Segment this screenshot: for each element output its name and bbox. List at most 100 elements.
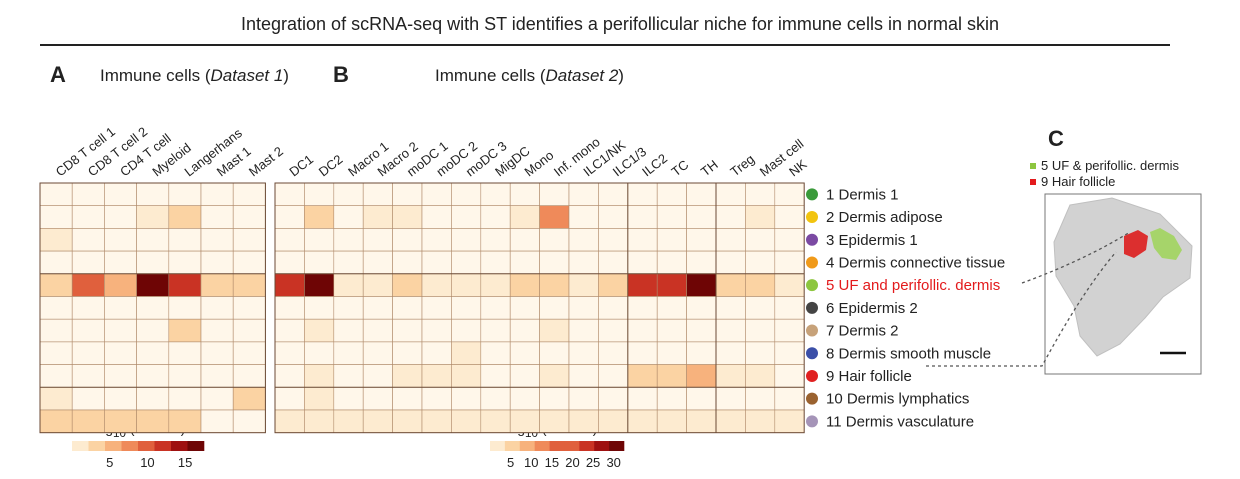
heatmap-a-cell [71, 250, 105, 275]
heatmap-b-cell [333, 296, 364, 320]
hair-follicle-region [1124, 230, 1148, 258]
heatmap-a-cell [200, 318, 234, 343]
heatmap-b-cell [362, 182, 393, 207]
heatmap-b-cell [686, 273, 717, 297]
heatmap-b-cell [568, 228, 599, 252]
spatial-legend-label-1: 5 UF & perifollic. dermis [1041, 158, 1179, 173]
colorbar-a-swatch [88, 441, 106, 451]
row-dot-3 [806, 233, 818, 246]
heatmap-b-cell [304, 296, 335, 320]
heatmap-b-cell [362, 318, 393, 343]
row-label-5: 5 UF and perifollic. dermis [826, 277, 1000, 294]
row-dot-4 [806, 256, 818, 269]
heatmap-b-cell [568, 250, 599, 275]
colorbar-a-swatch [154, 441, 172, 451]
heatmap-b-cell [774, 273, 805, 297]
heatmap-b-cell [480, 205, 511, 229]
row-label-7: 7 Dermis 2 [826, 323, 899, 340]
heatmap-b-cell [362, 250, 393, 275]
heatmap-a-cell [71, 205, 105, 229]
row-label-9: 9 Hair follicle [826, 368, 912, 385]
heatmap-b-cell [304, 182, 335, 207]
heatmap-b-cell [598, 205, 629, 229]
heatmap-b-cell [304, 228, 335, 252]
colorbar-b-tick-20: 20 [565, 455, 579, 470]
heatmap-a-cell [168, 296, 202, 320]
heatmap-b-cell [745, 318, 776, 343]
heatmap-b-cell [304, 386, 335, 411]
heatmap-b-cell [686, 205, 717, 229]
heatmap-b-cell [421, 273, 452, 297]
heatmap-b-cell [686, 296, 717, 320]
heatmap-b-cell [686, 364, 717, 388]
heatmap-b-cell [333, 182, 364, 207]
heatmap-b-cell [745, 386, 776, 411]
heatmap-b-cell [274, 205, 305, 229]
heatmap-b-cell [333, 386, 364, 411]
heatmap-a-cell [168, 364, 202, 388]
heatmap-b-cell [774, 409, 805, 434]
spatial-legend-label-2: 9 Hair follicle [1041, 174, 1115, 189]
heatmap-b-cell [598, 386, 629, 411]
heatmap-a-cell [168, 341, 202, 365]
row-dot-8 [806, 347, 818, 360]
heatmap-a-cell [39, 318, 73, 343]
heatmap-b-cell [656, 296, 687, 320]
heatmap-b-cell [274, 341, 305, 365]
figure-title: Integration of scRNA-seq with ST identif… [241, 14, 999, 34]
heatmap-b-cell [656, 364, 687, 388]
heatmap-b-cell [392, 182, 423, 207]
heatmap-b-cell [333, 250, 364, 275]
colorbar-b-tick-25: 25 [586, 455, 600, 470]
heatmap-a-cell [200, 386, 234, 411]
panel-b-letter: B [333, 62, 349, 87]
heatmap-a-cell [168, 205, 202, 229]
heatmap-b-cell [304, 409, 335, 434]
heatmap-b-cell [539, 409, 570, 434]
heatmap-b-cell [745, 250, 776, 275]
heatmap-b-cell [539, 182, 570, 207]
heatmap-a-cell [39, 341, 73, 365]
panel-a-letter: A [50, 62, 66, 87]
panel-b-title: Immune cells (Dataset 2) [435, 66, 624, 85]
heatmap-b-cell [274, 296, 305, 320]
heatmap-b-col-label-th: TH [698, 157, 721, 179]
heatmap-b-cell [715, 318, 746, 343]
heatmap-b-cell [598, 182, 629, 207]
row-label-2: 2 Dermis adipose [826, 209, 943, 226]
heatmap-b-cell [568, 386, 599, 411]
panel-a-title: Immune cells (Dataset 1) [100, 66, 289, 85]
heatmap-a-cell [168, 250, 202, 275]
heatmap-b-cell [333, 409, 364, 434]
heatmap-b-cell [274, 250, 305, 275]
row-label-1: 1 Dermis 1 [826, 186, 899, 203]
heatmap-a-cell [39, 409, 73, 434]
heatmap-b-cell [745, 296, 776, 320]
row-legend: 1 Dermis 1 2 Dermis adipose 3 Epidermis 1 4… [806, 186, 1005, 430]
heatmap-a-cell [232, 273, 266, 297]
heatmap-b-cell [745, 273, 776, 297]
heatmap-b-cell [627, 341, 658, 365]
heatmap-b-cell [686, 341, 717, 365]
colorbar-b-swatch [594, 441, 610, 451]
heatmap-b-cell [774, 228, 805, 252]
heatmap-a-cell [168, 182, 202, 207]
heatmap-b-cell [392, 228, 423, 252]
heatmap-a-cell [104, 205, 137, 229]
heatmap-b-cell [480, 250, 511, 275]
heatmap-b-cell [362, 228, 393, 252]
heatmap-b-cell [333, 273, 364, 297]
heatmap-a-cell [39, 364, 73, 388]
heatmap-b-cell [715, 341, 746, 365]
row-label-8: 8 Dermis smooth muscle [826, 345, 991, 362]
heatmap-a-cell [104, 296, 137, 320]
connector-hair-follicle [926, 251, 1117, 367]
panel-c-letter: C [1048, 126, 1064, 151]
heatmap-a-cell [232, 364, 266, 388]
heatmap-b-cell [598, 318, 629, 343]
heatmap-b-cell [774, 364, 805, 388]
heatmap-b-cell [421, 409, 452, 434]
heatmap-b-cell [392, 318, 423, 343]
